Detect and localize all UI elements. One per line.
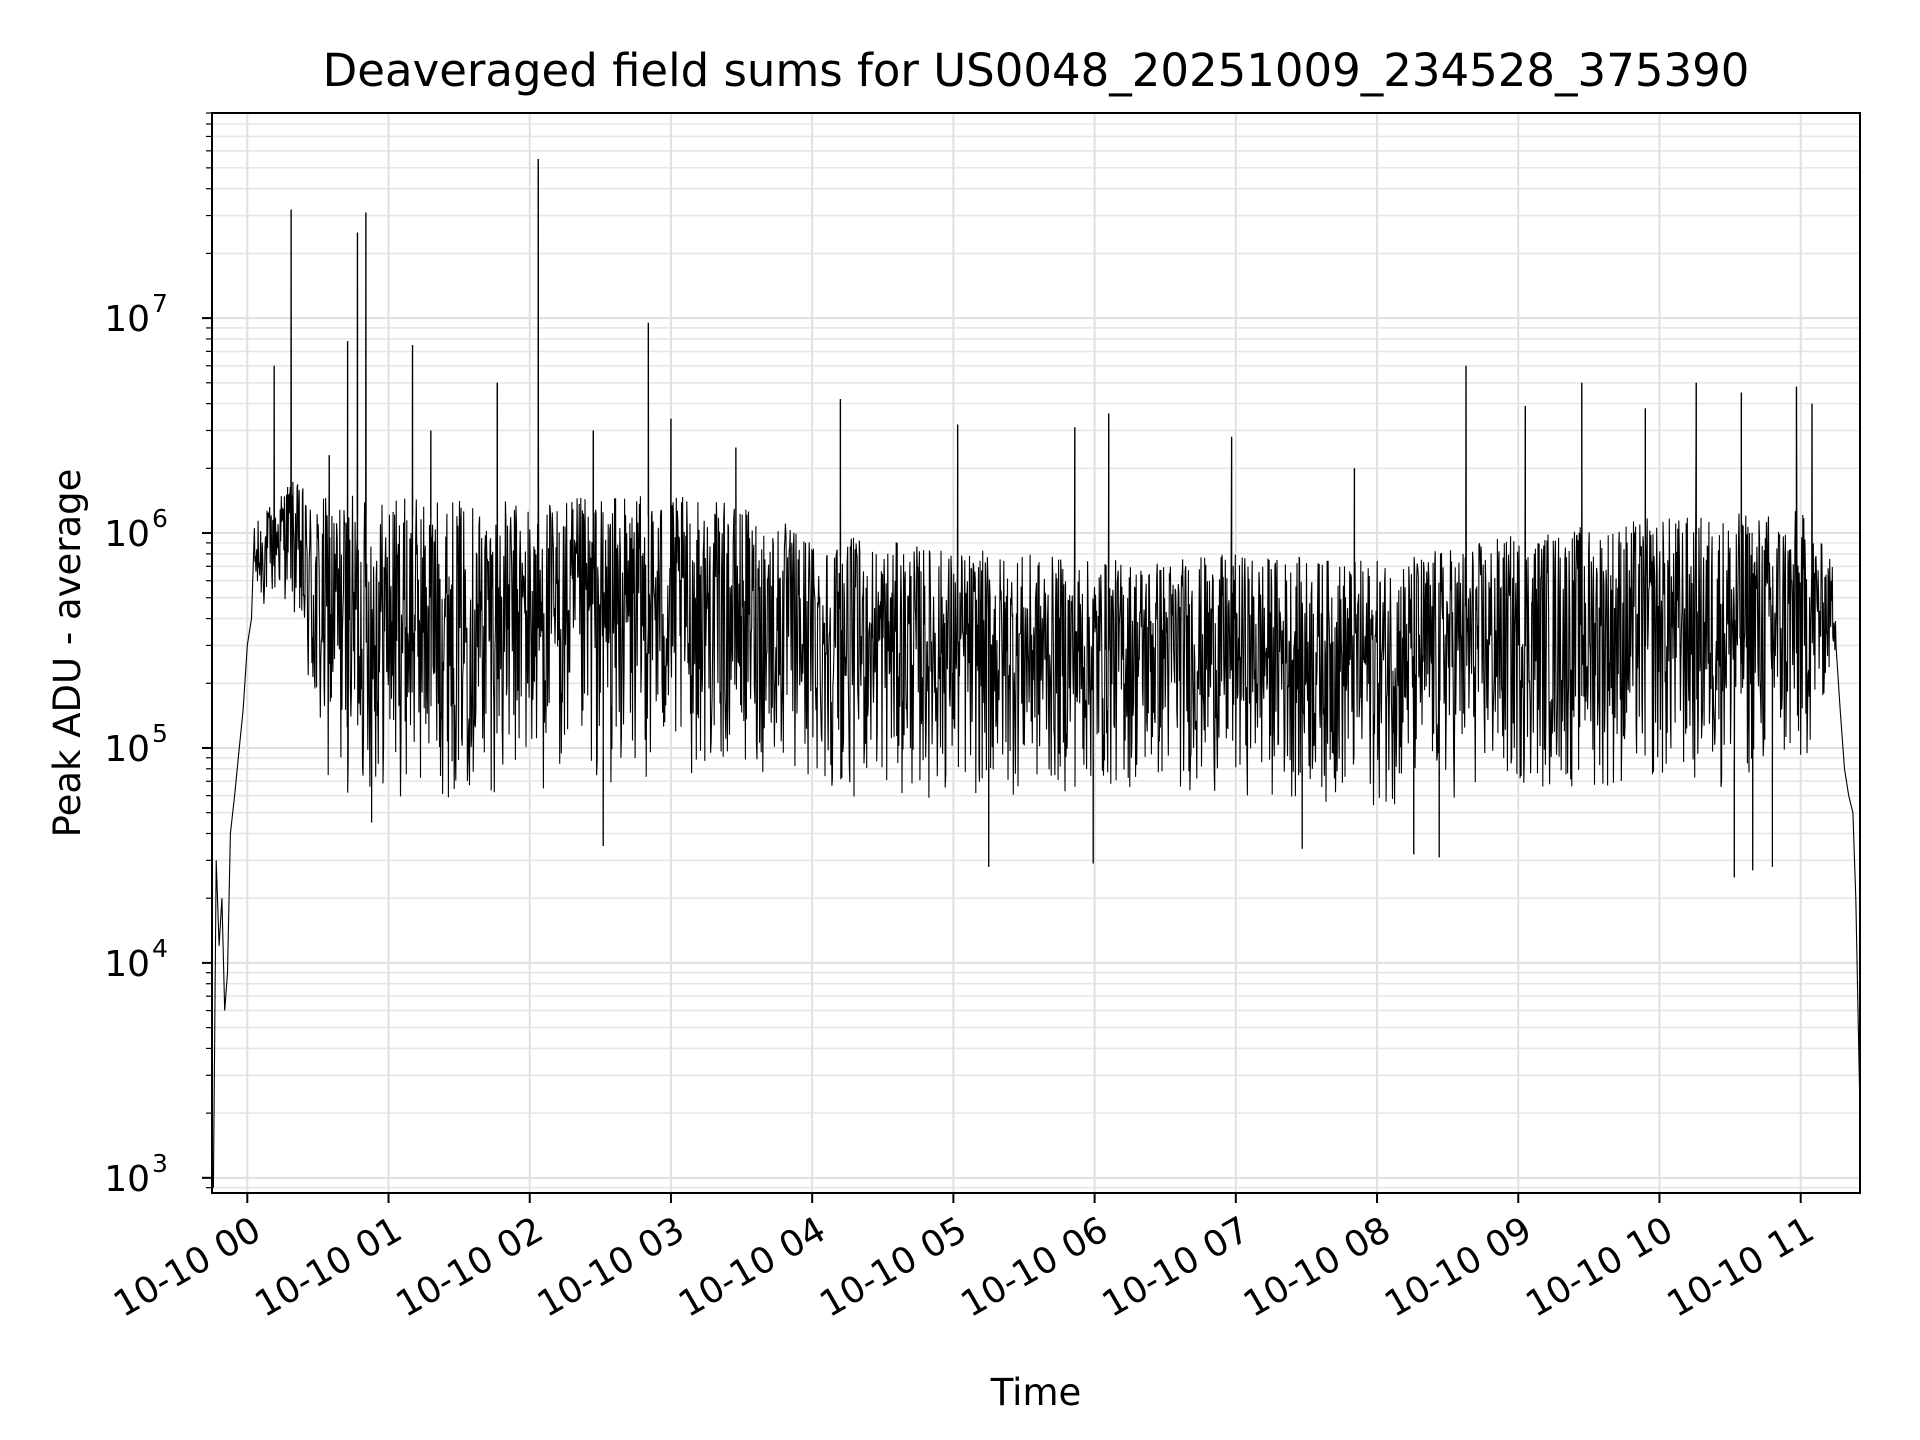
y-tick-label: 10 (104, 514, 150, 555)
y-tick-exponent: 4 (152, 934, 168, 963)
y-axis-label: Peak ADU - average (46, 469, 89, 838)
y-tick-exponent: 5 (152, 719, 168, 748)
y-tick-exponent: 3 (152, 1149, 168, 1178)
y-tick-exponent: 6 (152, 504, 168, 533)
series-line (212, 158, 1861, 1188)
y-tick-label: 10 (104, 1159, 150, 1200)
series-trace (212, 158, 1861, 1188)
y-tick-label: 10 (104, 299, 150, 340)
y-tick-label: 10 (104, 944, 150, 985)
x-axis-label: Time (990, 1371, 1082, 1414)
y-tick-label: 10 (104, 729, 150, 770)
chart-title: Deaveraged field sums for US0048_2025100… (323, 44, 1750, 97)
plot-frame (211, 112, 1861, 1194)
y-tick-exponent: 7 (152, 289, 168, 318)
